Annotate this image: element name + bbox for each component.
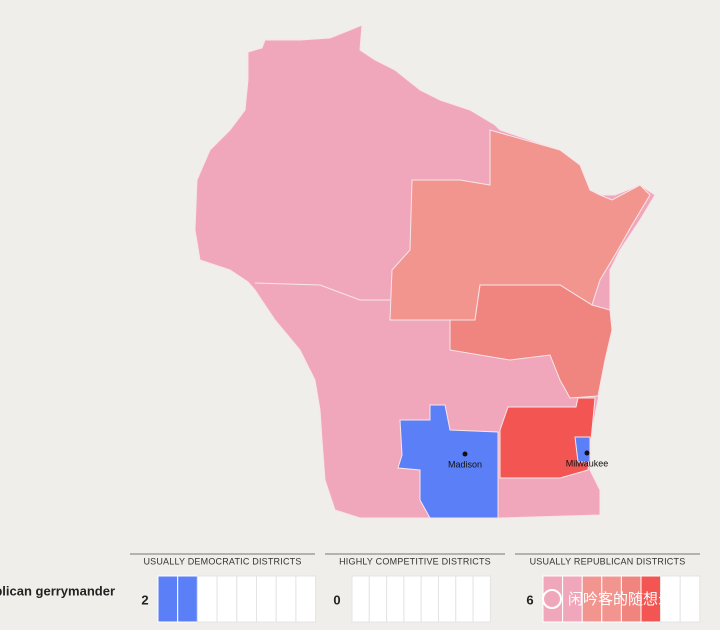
legend: USUALLY DEMOCRATIC DISTRICTS 2 HIGHLY COMP… [130, 553, 701, 623]
legend-cell [196, 575, 218, 623]
legend-cell [542, 575, 564, 623]
row-label: Republican gerrymander [0, 583, 115, 598]
legend-cell [216, 575, 238, 623]
legend-cell [420, 575, 440, 623]
watermark-icon [542, 589, 562, 609]
legend-cell [403, 575, 422, 623]
city-label: Madison [448, 459, 482, 469]
group-title: HIGHLY COMPETITIVE DISTRICTS [339, 556, 491, 566]
legend-cell [472, 575, 491, 623]
legend-cell [386, 575, 405, 623]
watermark: 闲吟客的随想录 [568, 591, 673, 608]
group-count: 2 [141, 592, 148, 607]
legend-cell [157, 575, 179, 623]
legend-cell [275, 575, 297, 623]
city-dot [462, 451, 468, 457]
legend-cell [438, 575, 457, 623]
group-count: 6 [526, 592, 533, 607]
legend-cell [295, 575, 317, 623]
district-coral [449, 284, 613, 399]
legend-cell [368, 575, 388, 623]
group-title: USUALLY REPUBLICAN DISTRICTS [530, 556, 686, 566]
city-dot [584, 450, 590, 456]
legend-cell [256, 575, 277, 623]
legend-cell [177, 575, 198, 623]
district-blue-madison [397, 404, 499, 519]
legend-cell [679, 575, 701, 623]
group-title: USUALLY DEMOCRATIC DISTRICTS [143, 556, 301, 566]
legend-cell [236, 575, 258, 623]
city-label: Milwaukee [566, 458, 609, 468]
legend-cell [351, 575, 370, 623]
district-salmon [389, 129, 651, 321]
map [194, 24, 656, 519]
district-border [254, 282, 390, 301]
group-count: 0 [333, 592, 340, 607]
legend-cell [455, 575, 474, 623]
district-blue-milwaukee [574, 436, 591, 463]
